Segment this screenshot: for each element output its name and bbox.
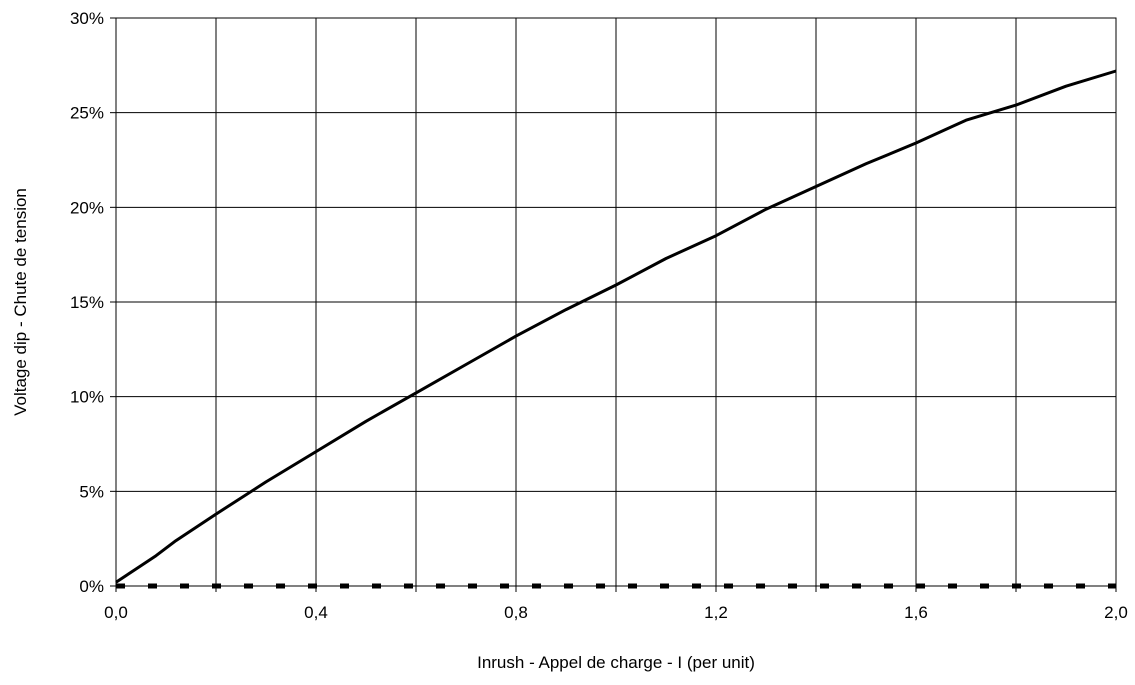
y-tick-label: 10% bbox=[70, 388, 104, 407]
y-tick-label: 15% bbox=[70, 293, 104, 312]
x-tick-label: 2,0 bbox=[1104, 603, 1128, 622]
x-tick-label: 1,2 bbox=[704, 603, 728, 622]
series-layer bbox=[115, 69, 1117, 589]
y-tick-label: 0% bbox=[79, 577, 104, 596]
x-tick-label: 0,4 bbox=[304, 603, 328, 622]
x-tick-label: 1,6 bbox=[904, 603, 928, 622]
x-axis-title: Inrush - Appel de charge - I (per unit) bbox=[477, 653, 755, 672]
y-tick-label: 30% bbox=[70, 9, 104, 28]
y-tick-label: 5% bbox=[79, 482, 104, 501]
x-tick-label: 0,8 bbox=[504, 603, 528, 622]
y-axis-ticks: 0% 5% 10% 15% 20% 25% 30% bbox=[70, 9, 116, 596]
y-axis-title: Voltage dip - Chute de tension bbox=[11, 188, 30, 416]
grid-lines bbox=[116, 18, 1116, 586]
x-tick-label: 0,0 bbox=[104, 603, 128, 622]
y-tick-label: 25% bbox=[70, 104, 104, 123]
x-axis-ticks: 0,0 0,4 0,8 1,2 1,6 2,0 bbox=[104, 586, 1128, 622]
voltage-dip-series bbox=[115, 69, 1117, 584]
y-tick-label: 20% bbox=[70, 198, 104, 217]
